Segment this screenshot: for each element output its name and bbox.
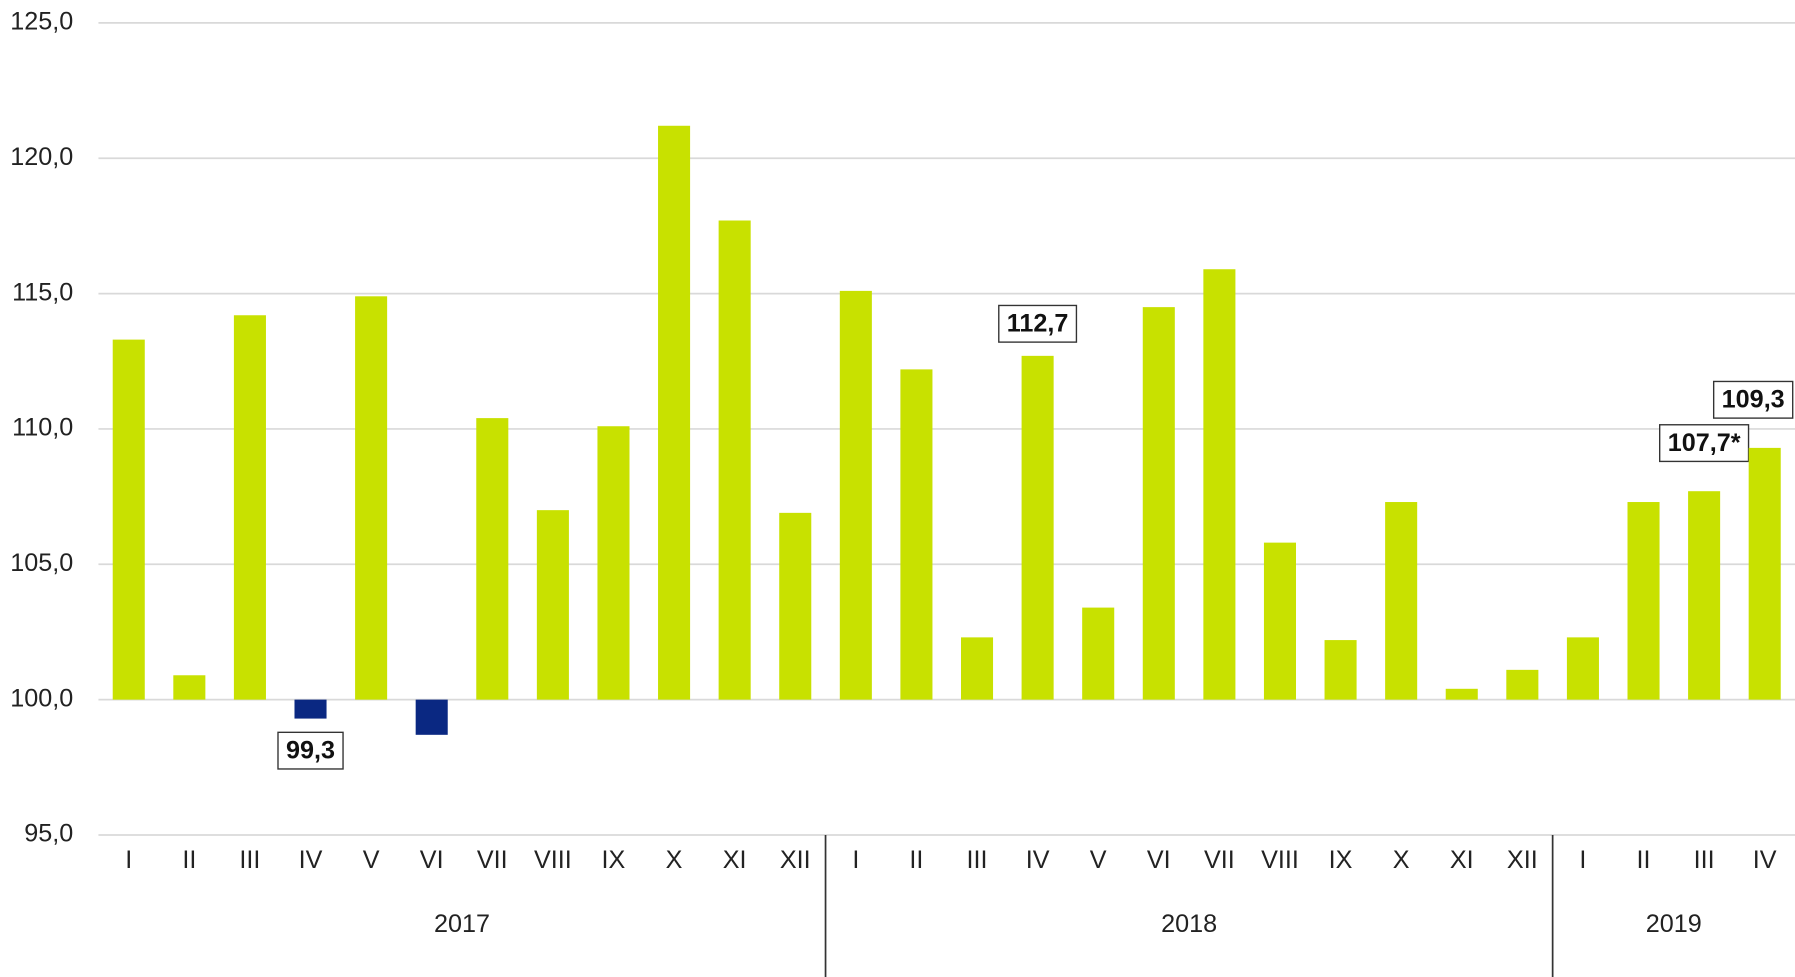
- x-tick-label: I: [125, 846, 132, 874]
- bar: [1445, 688, 1478, 700]
- x-tick-label: IV: [299, 846, 323, 874]
- bar: [415, 699, 448, 735]
- bar: [1688, 491, 1721, 700]
- bar: [233, 315, 266, 700]
- y-tick-label: 125,0: [10, 8, 73, 36]
- bar: [1263, 542, 1297, 700]
- bar: [779, 512, 812, 700]
- x-tick-label: XI: [723, 846, 747, 874]
- y-tick-label: 115,0: [12, 278, 73, 306]
- bar: [355, 296, 388, 700]
- bar: [718, 220, 751, 700]
- x-tick-label: IV: [1753, 846, 1777, 874]
- value-label: 109,3: [1722, 386, 1785, 414]
- x-tick-label: V: [1090, 846, 1107, 874]
- bar: [112, 339, 145, 700]
- x-tick-label: VI: [1147, 846, 1171, 874]
- bar: [900, 369, 933, 700]
- value-label-box: [1712, 380, 1794, 419]
- value-label-box: [998, 304, 1078, 343]
- x-tick-label: IX: [1329, 846, 1353, 874]
- x-tick-label: VIII: [534, 846, 572, 874]
- x-tick-label: XII: [1507, 846, 1538, 874]
- bar: [597, 426, 630, 700]
- x-tick-label: I: [1579, 846, 1586, 874]
- value-label: 99,3: [286, 736, 335, 764]
- y-tick-label: 105,0: [10, 549, 73, 577]
- value-label: 112,7: [1007, 310, 1069, 338]
- x-tick-label: II: [182, 846, 196, 874]
- value-label: 107,7*: [1668, 429, 1741, 457]
- x-tick-label: VII: [1204, 846, 1235, 874]
- bar: [960, 637, 994, 700]
- x-tick-label: IX: [602, 846, 626, 874]
- x-tick-label: I: [852, 846, 859, 874]
- y-tick-label: 120,0: [10, 143, 73, 171]
- x-tick-label: X: [666, 846, 683, 874]
- x-tick-label: XI: [1450, 846, 1474, 874]
- bar: [1021, 355, 1054, 700]
- y-tick-label: 95,0: [24, 820, 73, 848]
- x-tick-label: VIII: [1261, 846, 1299, 874]
- x-tick-label: III: [239, 846, 260, 874]
- bar: [1506, 669, 1539, 700]
- value-label-box: [277, 731, 344, 770]
- x-tick-label: XII: [780, 846, 811, 874]
- bar: [173, 675, 206, 700]
- x-tick-label: III: [1694, 846, 1715, 874]
- bar: [476, 418, 509, 700]
- bar: [294, 699, 327, 719]
- y-tick-label: 110,0: [12, 414, 73, 442]
- x-tick-label: X: [1393, 846, 1410, 874]
- bar: [1203, 269, 1236, 700]
- group-label: 2018: [1161, 910, 1217, 938]
- bar: [1566, 637, 1599, 700]
- bar: [1627, 502, 1660, 700]
- x-tick-label: VII: [477, 846, 508, 874]
- x-tick-label: III: [967, 846, 988, 874]
- group-label: 2019: [1646, 910, 1702, 938]
- bar: [658, 125, 691, 700]
- bar: [1142, 307, 1175, 700]
- bar: [1324, 640, 1357, 700]
- bar: [839, 290, 872, 700]
- group-label: 2017: [434, 910, 490, 938]
- x-tick-label: II: [909, 846, 923, 874]
- x-tick-label: VI: [420, 846, 444, 874]
- bar: [536, 510, 569, 700]
- bar: [1385, 502, 1418, 700]
- bar: [1082, 607, 1115, 700]
- y-tick-label: 100,0: [10, 684, 73, 712]
- x-tick-label: II: [1637, 846, 1651, 874]
- x-tick-label: V: [363, 846, 380, 874]
- bar: [1748, 447, 1781, 700]
- x-tick-label: IV: [1026, 846, 1050, 874]
- value-label-box: [1659, 424, 1750, 463]
